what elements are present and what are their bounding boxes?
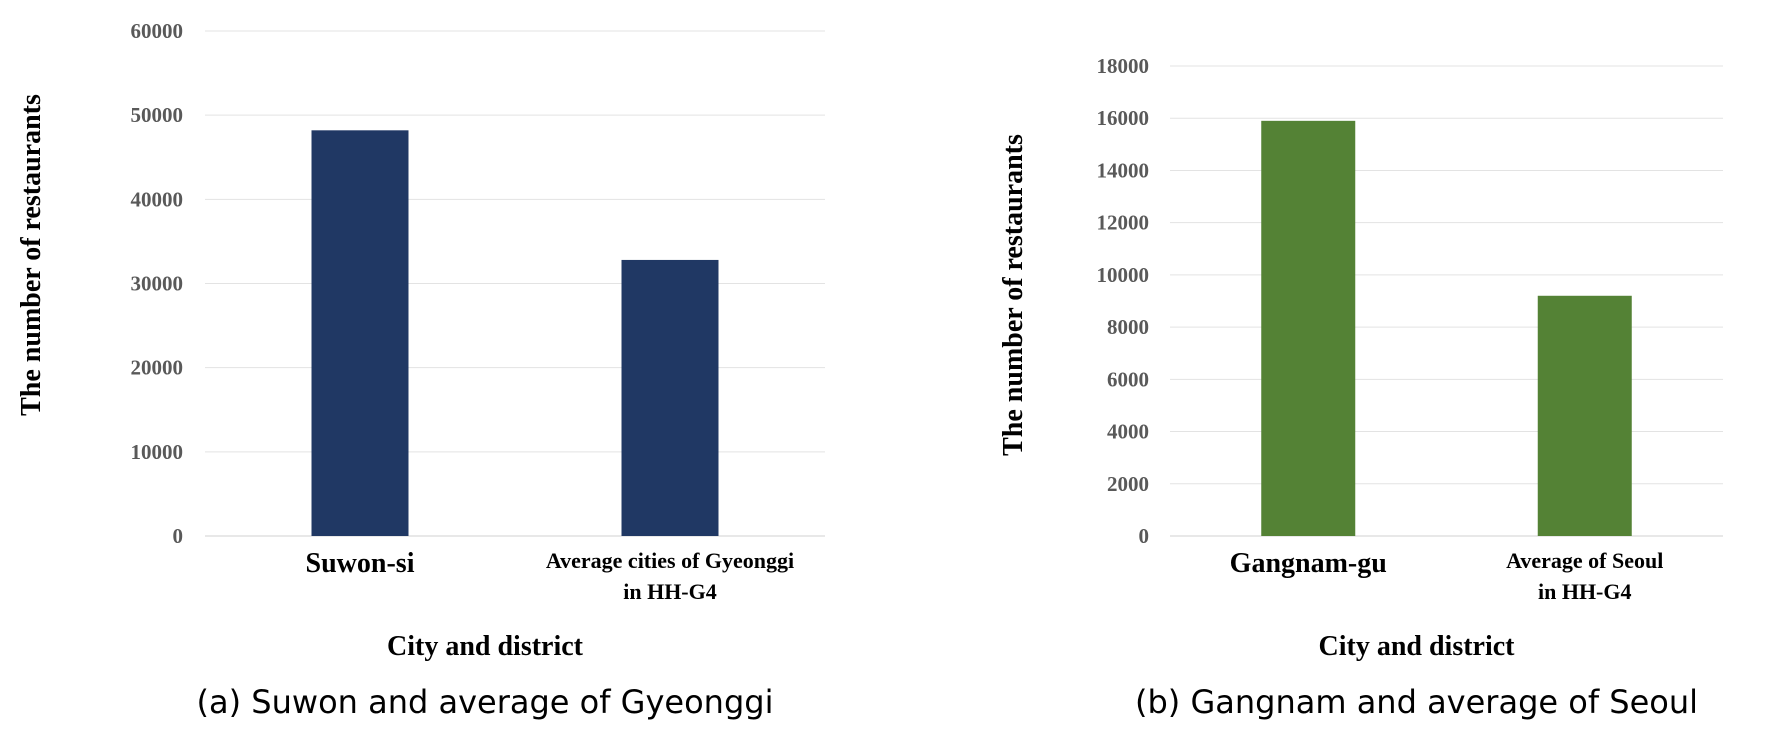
- y-tick-label-a: 0: [173, 524, 184, 548]
- y-tick-label-b: 18000: [1097, 54, 1150, 78]
- y-tick-label-b: 6000: [1107, 367, 1149, 391]
- y-tick-label-a: 10000: [131, 440, 184, 464]
- y-tick-label-b: 8000: [1107, 315, 1149, 339]
- x-category-label-b: Gangnam-gu: [1230, 548, 1387, 579]
- chart-panel-b: 0 2000 4000 6000 8000 10000 12000 14000 16000 180…: [893, 0, 1786, 733]
- y-tick-label-a: 30000: [131, 272, 184, 296]
- y-tick-label-b: 4000: [1107, 420, 1149, 444]
- bar-a-1: [621, 259, 719, 536]
- figure-caption-b: (b) Gangnam and average of Seoul: [1135, 683, 1698, 721]
- y-axis-title-b: The number of restaurants: [998, 134, 1029, 456]
- x-axis-title-a: City and district: [387, 631, 584, 662]
- x-category-label-a: Average cities of Gyeonggi: [546, 548, 794, 573]
- y-tick-label-b: 2000: [1107, 472, 1149, 496]
- bar-b-1: [1537, 295, 1632, 536]
- x-category-label-b: in HH-G4: [1538, 579, 1632, 604]
- y-tick-label-b: 14000: [1097, 158, 1150, 182]
- x-category-label-b: Average of Seoul: [1506, 548, 1663, 573]
- y-tick-label-a: 20000: [131, 356, 184, 380]
- y-tick-label-a: 50000: [131, 103, 184, 127]
- y-tick-label-a: 40000: [131, 187, 184, 211]
- x-category-label-a: Suwon-si: [306, 548, 415, 579]
- figure-caption-a: (a) Suwon and average of Gyeonggi: [197, 683, 774, 721]
- y-tick-label-b: 16000: [1097, 106, 1150, 130]
- y-tick-label-a: 60000: [131, 19, 184, 43]
- chart-panel-a: 0 10000 20000 30000 40000 50000 60000 Suwon-si A…: [16, 19, 825, 721]
- y-tick-label-b: 12000: [1097, 211, 1150, 235]
- x-category-label-a: in HH-G4: [623, 579, 717, 604]
- y-tick-label-b: 0: [1139, 524, 1150, 548]
- y-tick-label-b: 10000: [1097, 263, 1150, 287]
- chart-b-svg: 0 2000 4000 6000 8000 10000 12000 14000 16000 180…: [998, 54, 1723, 721]
- chart-a-svg: 0 10000 20000 30000 40000 50000 60000 Suwon-si A…: [16, 19, 825, 721]
- x-axis-title-b: City and district: [1319, 631, 1516, 662]
- bar-b-0: [1261, 120, 1356, 536]
- y-axis-title-a: The number of restaurants: [16, 94, 47, 416]
- bar-a-0: [311, 130, 409, 537]
